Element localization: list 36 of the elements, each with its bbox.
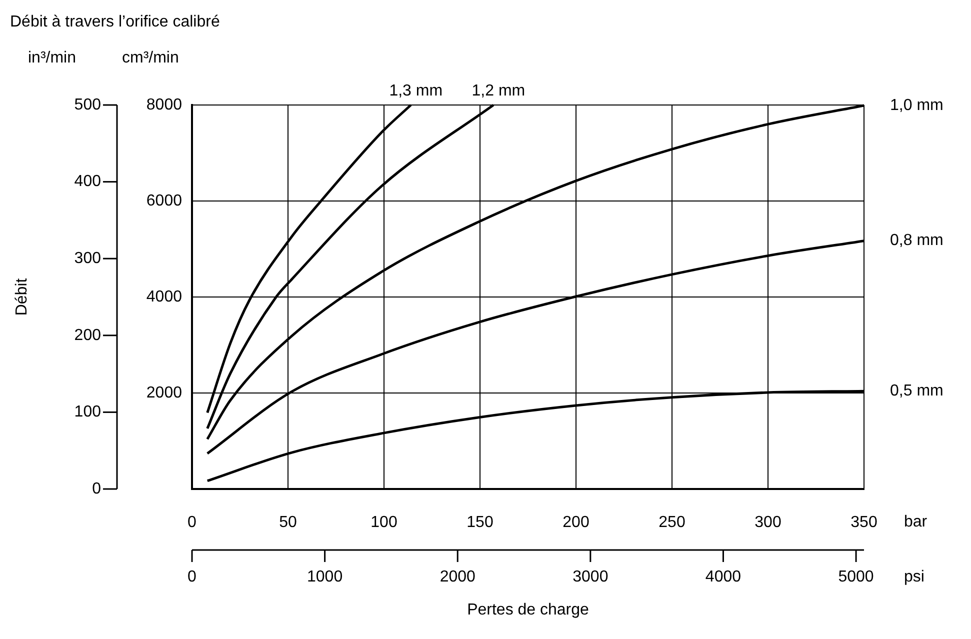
y-tick-label: 2000 (146, 384, 182, 402)
x-tick-label: 250 (658, 514, 686, 532)
text: Débit (13, 278, 30, 316)
x2-tick-label: 4000 (705, 568, 742, 586)
x-axis-title: bar (904, 513, 928, 530)
series-label: 0,8 mm (890, 232, 944, 250)
series-label: 1,3 mm (389, 82, 443, 100)
y2-tick-label: 0 (92, 480, 102, 498)
x-tick-label: 0 (188, 514, 197, 532)
x-tick-label: 50 (279, 514, 297, 532)
series-label: 1,0 mm (890, 96, 944, 114)
y2-tick-label: 300 (74, 250, 102, 268)
series-label: 0,5 mm (890, 382, 944, 400)
text: Pertes de charge (467, 601, 590, 618)
x-tick-label: 150 (466, 514, 494, 532)
y2-axis-title: in³/min (28, 49, 76, 66)
chart-title: Débit à travers l’orifice calibré (10, 13, 220, 30)
series-label: 1,2 mm (472, 82, 526, 100)
y2-tick-label: 500 (74, 96, 102, 114)
x2-tick-label: 2000 (440, 568, 476, 586)
x2-tick-label: 3000 (572, 568, 608, 586)
x-tick-label: 300 (754, 514, 782, 532)
y2-tick-label: 100 (74, 404, 102, 421)
y-axis-title: cm³/min (122, 49, 179, 66)
y-tick-label: 6000 (146, 192, 182, 210)
y2-tick-label: 400 (74, 173, 102, 190)
x2-tick-label: 1000 (307, 568, 343, 586)
y-tick-label: 8000 (146, 96, 182, 114)
y2-tick-label: 200 (74, 326, 102, 344)
x-tick-label: 350 (850, 514, 878, 532)
x2-axis-title: psi (904, 568, 924, 586)
x-tick-label: 100 (370, 514, 398, 532)
x2-tick-label: 5000 (838, 568, 874, 586)
x2-tick-label: 0 (188, 568, 197, 586)
y-tick-label: 4000 (146, 288, 182, 306)
x-tick-label: 200 (562, 514, 590, 532)
